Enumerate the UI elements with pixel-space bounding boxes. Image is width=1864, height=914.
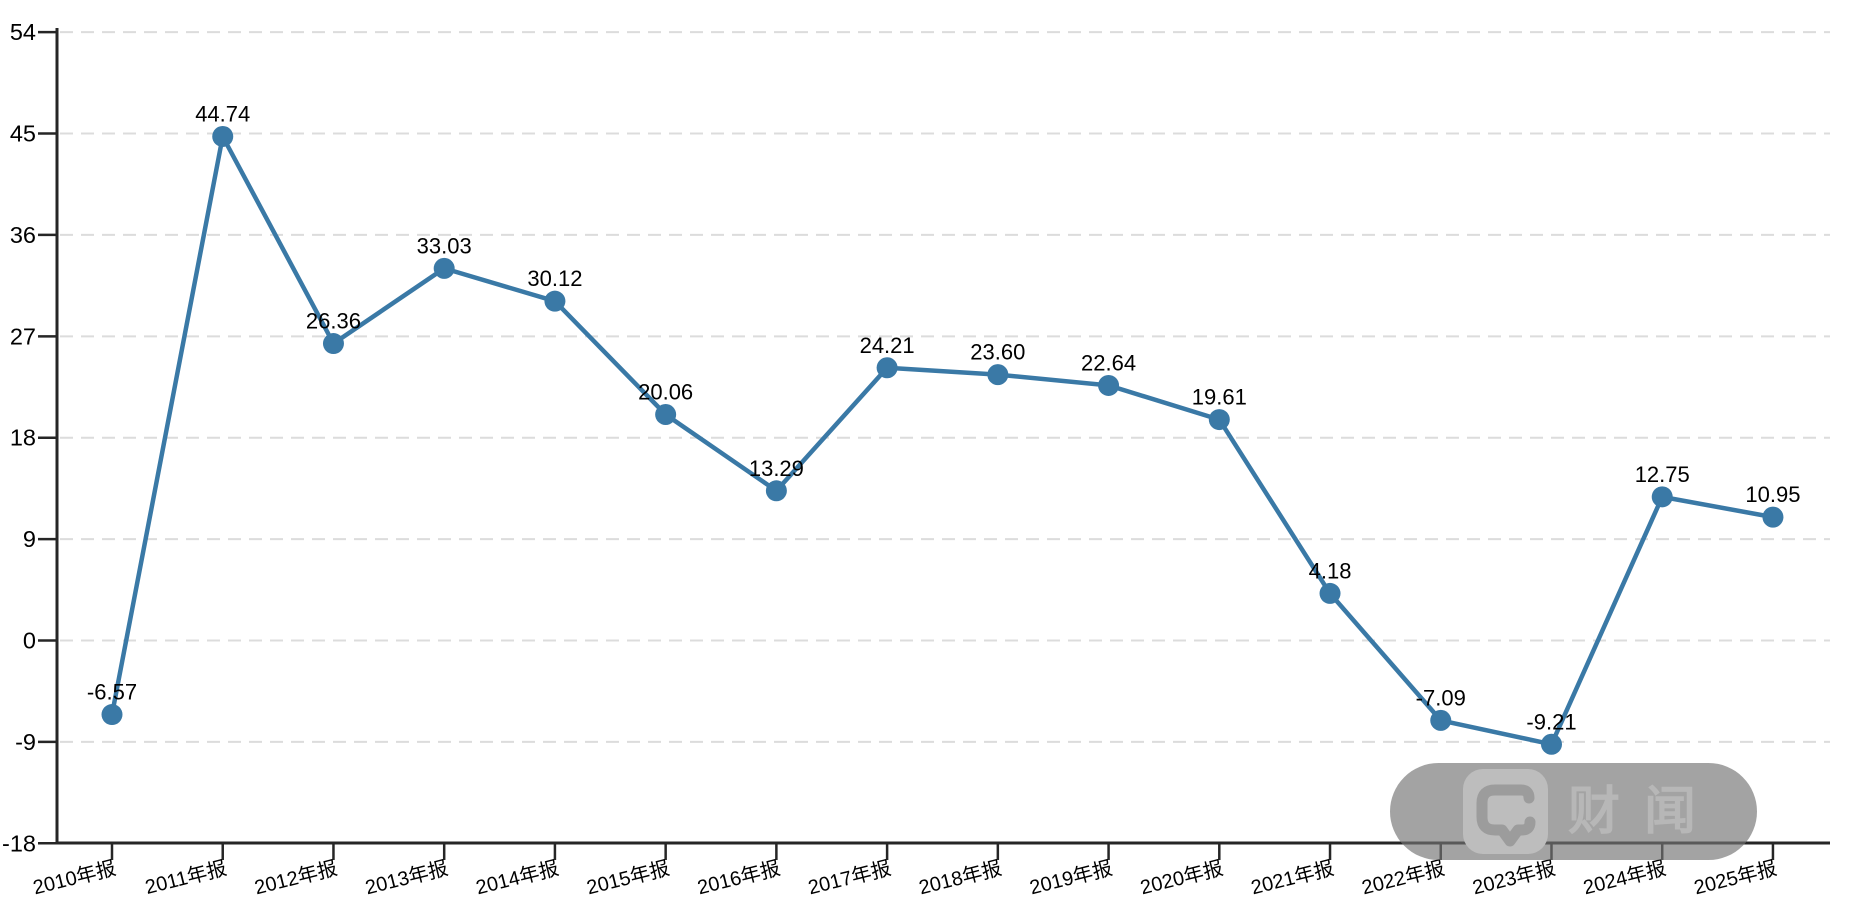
data-point-label: -7.09 — [1416, 685, 1466, 710]
data-point — [987, 364, 1009, 386]
y-tick-label: 9 — [23, 526, 36, 552]
data-point-label: 24.21 — [860, 333, 915, 358]
x-tick-label: 2021年报 — [1249, 857, 1337, 900]
data-point-label: 33.03 — [417, 233, 472, 258]
data-point — [1651, 486, 1673, 508]
x-tick-label: 2025年报 — [1692, 857, 1780, 900]
y-tick-label: 0 — [23, 628, 36, 654]
x-tick-label: 2017年报 — [806, 857, 894, 900]
x-tick-label: 2019年报 — [1027, 857, 1115, 900]
data-point — [1319, 582, 1341, 604]
x-tick-label: 2014年报 — [474, 857, 562, 900]
data-point — [101, 704, 123, 726]
x-tick-label: 2022年报 — [1359, 857, 1447, 900]
x-tick-label: 2018年报 — [916, 857, 1004, 900]
data-point — [544, 290, 566, 312]
data-point — [433, 257, 455, 279]
data-point-label: -6.57 — [87, 680, 137, 705]
data-point-label: 44.74 — [195, 101, 250, 126]
data-point-label: 19.61 — [1192, 385, 1247, 410]
y-tick-label: 27 — [10, 323, 36, 349]
data-point — [1762, 506, 1784, 528]
x-tick-label: 2016年报 — [695, 857, 783, 900]
data-point — [1098, 374, 1120, 396]
data-point-label: 23.60 — [970, 340, 1025, 365]
y-tick-label: 54 — [10, 19, 36, 45]
y-tick-label: 36 — [10, 222, 36, 248]
x-tick-label: 2020年报 — [1138, 857, 1226, 900]
series-line — [109, 134, 1776, 747]
x-tick-label: 2011年报 — [143, 857, 229, 899]
x-tick-label: 2015年报 — [584, 857, 672, 900]
data-point-label: 4.18 — [1309, 558, 1352, 583]
data-point-label: 30.12 — [527, 266, 582, 291]
x-tick-label: 2012年报 — [252, 857, 340, 900]
data-point — [1208, 409, 1230, 431]
x-tick-label: 2024年报 — [1581, 857, 1669, 900]
data-point — [765, 480, 787, 502]
data-point-label: 20.06 — [638, 380, 693, 405]
data-point-label: 10.95 — [1745, 482, 1800, 507]
y-tick-label: 18 — [10, 425, 36, 451]
x-tick-label: 2023年报 — [1470, 857, 1558, 900]
x-tick-label: 2010年报 — [31, 857, 119, 900]
data-point — [212, 125, 234, 147]
y-tick-label: -18 — [2, 830, 36, 856]
data-point — [655, 404, 677, 426]
x-tick-label: 2013年报 — [363, 857, 451, 900]
data-point-label: 22.64 — [1081, 350, 1136, 375]
data-point-label: 26.36 — [306, 309, 361, 334]
data-point — [876, 357, 898, 379]
data-point-label: -9.21 — [1526, 709, 1576, 734]
y-tick-label: 45 — [10, 121, 36, 147]
y-tick-label: -9 — [15, 729, 36, 755]
data-point-label: 13.29 — [749, 456, 804, 481]
data-point — [1540, 733, 1562, 755]
data-point-label: 12.75 — [1635, 462, 1690, 487]
data-point — [322, 333, 344, 355]
data-point — [1430, 709, 1452, 731]
